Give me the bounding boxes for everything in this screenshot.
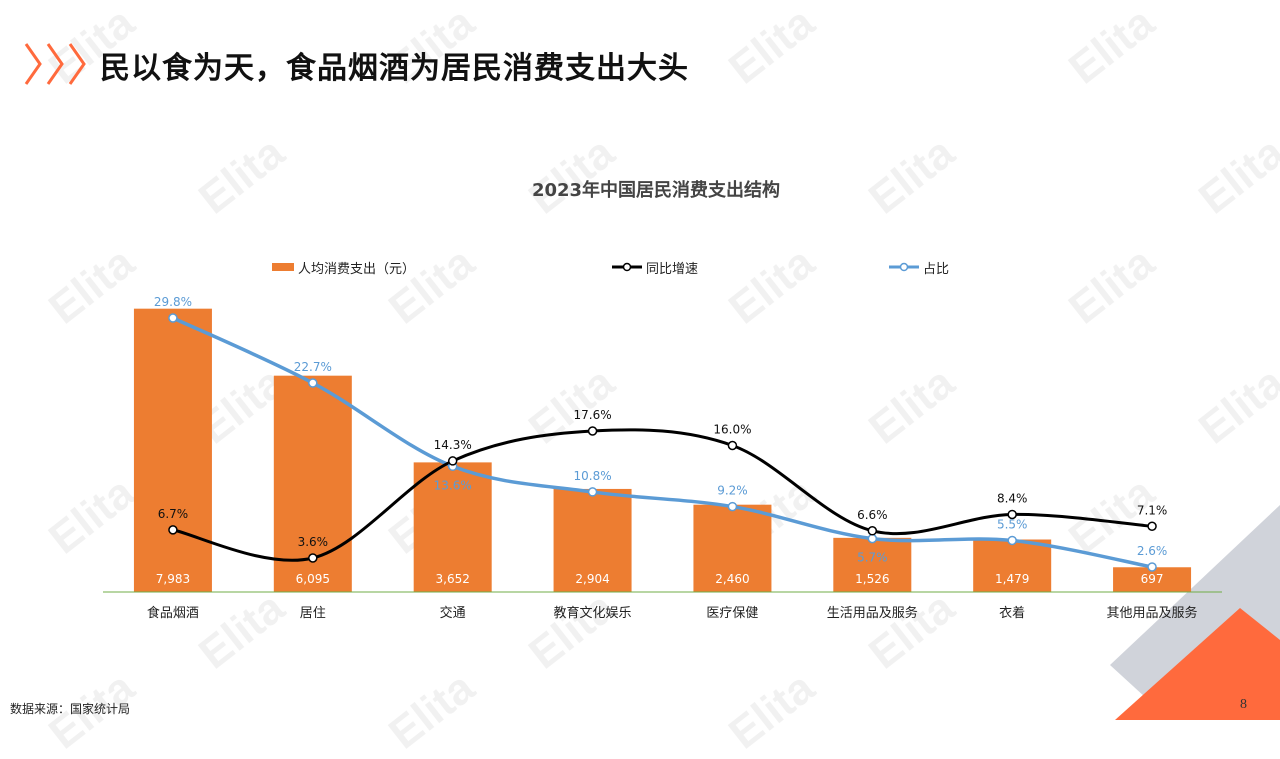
legend-label-growth: 同比增速: [646, 261, 699, 277]
category-tick-label: 教育文化娱乐: [554, 605, 632, 621]
category-tick-label: 衣着: [999, 605, 1025, 621]
growth-value-label: 3.6%: [298, 535, 329, 549]
chart-area: 7,983 6,095 3,652 2,904 2,460 1,526 1,479 697 6.…: [103, 295, 1222, 621]
chevron-arrows-icon: [24, 43, 86, 85]
legend-bar-swatch: [272, 263, 294, 271]
growth-value-label: 6.6%: [857, 508, 888, 522]
share-point: [727, 501, 738, 512]
legend-share-swatch: [889, 262, 919, 272]
growth-value-label: 8.4%: [997, 491, 1028, 505]
bar-value-label: 1,526: [855, 572, 889, 586]
share-value-label: 9.2%: [717, 484, 748, 498]
category-tick-label: 食品烟酒: [147, 605, 199, 621]
legend-item-growth: 同比增速: [612, 259, 699, 277]
category-tick-label: 其他用品及服务: [1107, 605, 1198, 621]
growth-value-label: 17.6%: [574, 408, 612, 422]
bar: [693, 504, 772, 592]
category-tick-label: 交通: [440, 605, 466, 621]
bar-value-label: 3,652: [436, 572, 470, 586]
share-line: [171, 316, 1154, 569]
slide-title: 民以食为天，食品烟酒为居民消费支出大头: [100, 51, 689, 86]
share-value-label: 2.6%: [1137, 544, 1168, 558]
bar: [973, 539, 1052, 592]
chart-title: 2023年中国居民消费支出结构: [531, 180, 781, 201]
growth-line: [171, 428, 1154, 562]
share-value-label: 13.6%: [434, 478, 472, 492]
data-source: 数据来源：国家统计局: [10, 702, 131, 716]
bar-value-label: 1,479: [995, 572, 1029, 586]
share-point: [1007, 535, 1017, 546]
growth-point: [447, 456, 458, 466]
category-tick-label: 医疗保健: [706, 606, 758, 621]
bar-value-label: 2,904: [575, 572, 609, 586]
share-value-label: 5.5%: [997, 517, 1028, 531]
share-value-label: 10.8%: [574, 469, 612, 483]
legend-growth-swatch: [612, 262, 642, 272]
bar: [833, 537, 912, 592]
growth-point: [867, 526, 878, 536]
category-tick-label: 生活用品及服务: [827, 605, 918, 621]
share-value-label: 29.8%: [154, 295, 192, 309]
legend-label-spending: 人均消费支出（元）: [298, 261, 416, 277]
share-point: [1147, 562, 1157, 572]
bar-value-label: 2,460: [715, 572, 749, 586]
bar-value-label: 6,095: [296, 572, 330, 586]
bar: [133, 308, 212, 592]
share-value-label: 5.7%: [857, 551, 888, 565]
growth-point: [727, 440, 738, 451]
legend-item-share: 占比: [889, 259, 950, 277]
share-point: [867, 533, 878, 544]
growth-point: [587, 426, 598, 436]
legend-label-share: 占比: [923, 261, 950, 277]
growth-value-label: 16.0%: [713, 423, 751, 437]
growth-value-label: 6.7%: [158, 507, 189, 521]
bar: [553, 488, 632, 592]
slide: Elita Elita Elita Elita Elita Elita Elita Elita…: [10, 0, 1280, 759]
bar-value-label: 7,983: [156, 572, 190, 586]
bar: [413, 462, 492, 592]
growth-point: [168, 525, 178, 535]
share-value-label: 22.7%: [294, 360, 332, 374]
bar-value-label: 697: [1141, 572, 1164, 586]
growth-point: [1147, 521, 1157, 531]
share-point: [168, 313, 178, 323]
growth-value-label: 14.3%: [434, 438, 472, 452]
legend-item-spending: 人均消费支出（元）: [272, 259, 416, 277]
growth-point: [1007, 509, 1017, 520]
growth-point: [308, 553, 318, 563]
share-point: [587, 487, 598, 497]
page-number: 8: [1240, 697, 1247, 712]
growth-value-label: 7.1%: [1137, 503, 1168, 517]
category-tick-label: 居住: [300, 606, 326, 621]
share-point: [308, 378, 318, 388]
